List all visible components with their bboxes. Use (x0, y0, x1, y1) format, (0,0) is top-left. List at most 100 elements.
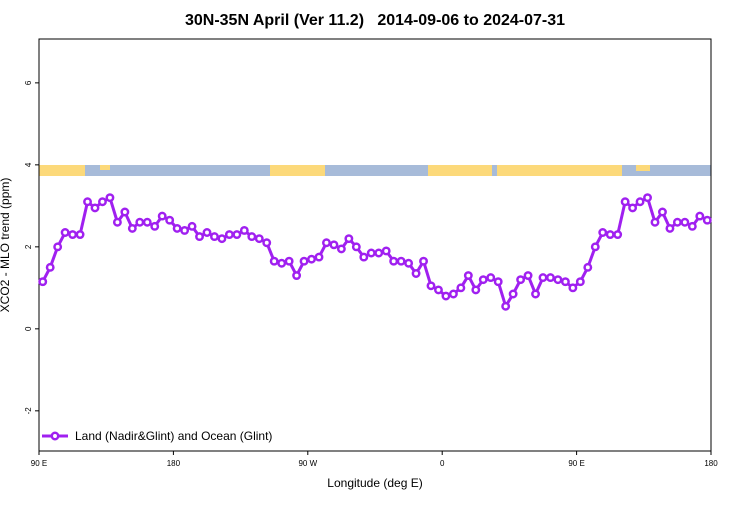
data-point (687, 221, 697, 231)
x-tick-label: 90 W (298, 459, 317, 468)
data-point (150, 221, 160, 231)
data-point (389, 256, 399, 266)
data-point (643, 193, 652, 203)
data-point (336, 244, 346, 254)
land-ocean-strip (39, 165, 711, 176)
data-point (471, 285, 481, 295)
x-tick-label: 90 E (31, 459, 47, 468)
data-point (486, 273, 496, 283)
data-point (322, 238, 331, 248)
data-point (478, 275, 488, 285)
data-point (157, 211, 167, 221)
data-point (426, 281, 436, 291)
data-point (307, 254, 316, 264)
data-point (366, 248, 376, 258)
data-point (411, 269, 421, 278)
data-point (83, 197, 92, 207)
data-point (195, 232, 204, 242)
data-point (702, 215, 712, 225)
data-point (254, 234, 264, 244)
data-point (620, 197, 630, 207)
data-point (292, 271, 302, 280)
data-point (560, 277, 570, 287)
legend-label: Land (Nadir&Glint) and Ocean (Glint) (75, 429, 272, 443)
data-point (329, 240, 339, 250)
data-point (628, 203, 638, 213)
data-point (575, 277, 585, 287)
data-point (210, 232, 219, 242)
data-point (463, 271, 473, 280)
data-point (568, 283, 578, 293)
data-point (60, 228, 70, 237)
data-point (75, 230, 85, 239)
data-point (404, 258, 414, 268)
data-point (441, 291, 451, 301)
data-point (135, 217, 145, 227)
data-point (531, 289, 540, 299)
x-tick-label: 90 E (568, 459, 584, 468)
data-point (434, 285, 443, 295)
data-point (665, 223, 675, 233)
data-point (224, 230, 234, 239)
data-point (299, 256, 309, 266)
x-tick-label: 180 (167, 459, 181, 468)
data-point (120, 207, 130, 217)
data-point (553, 275, 563, 285)
x-axis-label: Longitude (deg E) (327, 476, 422, 490)
data-point (90, 203, 100, 213)
data-point (68, 230, 78, 239)
y-tick-label: 0 (24, 326, 33, 331)
data-point (45, 262, 55, 272)
data-point (419, 256, 428, 266)
data-point (247, 232, 257, 242)
data-point (672, 217, 682, 227)
data-point (658, 207, 667, 217)
data-point (187, 221, 197, 231)
data-point (546, 273, 555, 283)
data-point (172, 223, 182, 233)
chart-title: 30N-35N April (Ver 11.2) 2014-09-06 to 2… (185, 12, 565, 29)
x-tick-label: 180 (704, 459, 718, 468)
data-point (344, 234, 354, 244)
data-point (112, 217, 122, 227)
data-point (456, 283, 466, 293)
data-point (105, 193, 115, 203)
data-point (598, 228, 608, 237)
data-point (516, 275, 526, 285)
data-point (583, 262, 593, 272)
data-point (493, 277, 503, 287)
data-point (142, 217, 152, 227)
y-axis-label: XCO2 - MLO trend (ppm) (0, 178, 12, 313)
data-point (538, 273, 548, 283)
y-tick-label: 4 (24, 162, 33, 167)
plot-frame (38, 38, 712, 452)
data-point (284, 256, 294, 266)
data-point (374, 248, 384, 258)
data-point (695, 211, 705, 221)
data-point (351, 242, 361, 252)
legend-marker (50, 431, 60, 441)
data-point (613, 230, 623, 239)
y-tick-label: 6 (24, 80, 33, 85)
data-point (202, 228, 212, 237)
x-tick-label: 0 (440, 459, 445, 468)
data-point (448, 289, 458, 299)
data-point (38, 277, 48, 287)
data-point (239, 225, 249, 235)
data-point (523, 271, 533, 280)
data-point (359, 252, 369, 262)
data-point (277, 258, 287, 268)
data-point (501, 301, 511, 311)
data-point (262, 238, 272, 248)
data-point (590, 242, 600, 252)
data-point (650, 217, 660, 227)
data-point (217, 234, 227, 244)
data-point (53, 242, 63, 252)
data-point (508, 289, 518, 299)
y-tick-label: 2 (24, 244, 33, 249)
data-point (605, 230, 615, 239)
data-point (381, 246, 391, 256)
data-point (232, 230, 242, 239)
data-point (680, 217, 690, 227)
